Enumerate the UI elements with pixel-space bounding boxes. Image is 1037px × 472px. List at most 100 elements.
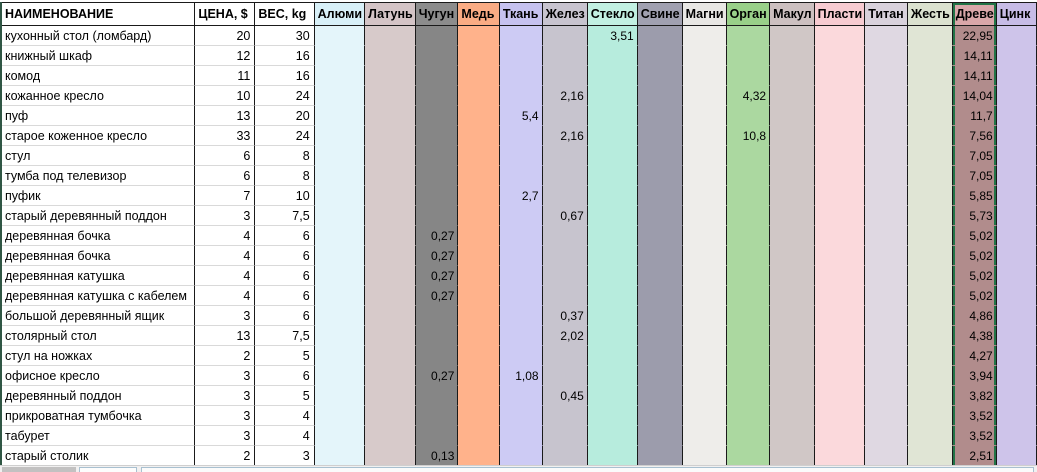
cell-name[interactable]: пуф — [2, 106, 196, 126]
cell-tkan[interactable] — [499, 126, 543, 146]
cell-tkan[interactable] — [499, 146, 543, 166]
cell-zhest[interactable] — [907, 86, 953, 106]
column-header-plasti[interactable]: Пласти — [814, 2, 866, 26]
cell-titan[interactable] — [865, 266, 908, 286]
cell-weight[interactable]: 6 — [255, 286, 315, 306]
cell-price[interactable]: 2 — [195, 346, 256, 366]
cell-svinec[interactable] — [637, 246, 683, 266]
cell-zhelez[interactable] — [542, 446, 588, 466]
cell-tkan[interactable] — [499, 386, 543, 406]
cell-weight[interactable]: 7,5 — [255, 206, 315, 226]
cell-dreve[interactable]: 14,11 — [952, 66, 997, 86]
cell-plasti[interactable] — [814, 106, 866, 126]
cell-titan[interactable] — [865, 306, 908, 326]
cell-organ[interactable]: 4,32 — [726, 86, 771, 106]
cell-alum[interactable] — [314, 146, 366, 166]
cell-weight[interactable]: 6 — [255, 306, 315, 326]
cell-latun[interactable] — [365, 26, 416, 46]
column-header-zhelez[interactable]: Желез — [542, 2, 588, 26]
cell-svinec[interactable] — [637, 26, 683, 46]
cell-magni[interactable] — [682, 346, 727, 366]
cell-zhest[interactable] — [907, 66, 953, 86]
cell-dreve[interactable]: 2,51 — [952, 446, 997, 466]
cell-chugun[interactable] — [415, 386, 459, 406]
cell-steklo[interactable] — [587, 186, 638, 206]
cell-chugun[interactable] — [415, 46, 459, 66]
column-header-zhest[interactable]: Жесть — [907, 2, 953, 26]
cell-price[interactable]: 3 — [195, 306, 256, 326]
cell-alum[interactable] — [314, 326, 366, 346]
cell-dreve[interactable]: 3,82 — [952, 386, 997, 406]
cell-makul[interactable] — [770, 106, 815, 126]
cell-makul[interactable] — [770, 386, 815, 406]
cell-organ[interactable] — [726, 66, 771, 86]
horizontal-scrollbar-track[interactable] — [141, 467, 1034, 472]
column-header-med[interactable]: Медь — [458, 2, 500, 26]
cell-latun[interactable] — [365, 266, 416, 286]
cell-tkan[interactable] — [499, 246, 543, 266]
cell-cink[interactable] — [996, 406, 1037, 426]
cell-makul[interactable] — [770, 206, 815, 226]
cell-chugun[interactable] — [415, 106, 459, 126]
cell-zhelez[interactable] — [542, 346, 588, 366]
cell-price[interactable]: 20 — [195, 26, 256, 46]
cell-med[interactable] — [458, 366, 500, 386]
cell-latun[interactable] — [365, 86, 416, 106]
cell-makul[interactable] — [770, 26, 815, 46]
cell-tkan[interactable] — [499, 326, 543, 346]
cell-svinec[interactable] — [637, 166, 683, 186]
cell-tkan[interactable] — [499, 46, 543, 66]
cell-med[interactable] — [458, 46, 500, 66]
cell-alum[interactable] — [314, 126, 366, 146]
cell-alum[interactable] — [314, 186, 366, 206]
cell-dreve[interactable]: 14,04 — [952, 86, 997, 106]
cell-steklo[interactable] — [587, 266, 638, 286]
cell-dreve[interactable]: 5,73 — [952, 206, 997, 226]
cell-zhest[interactable] — [907, 266, 953, 286]
cell-steklo[interactable] — [587, 366, 638, 386]
cell-magni[interactable] — [682, 326, 727, 346]
cell-cink[interactable] — [996, 26, 1037, 46]
cell-zhelez[interactable] — [542, 366, 588, 386]
cell-weight[interactable]: 6 — [255, 366, 315, 386]
cell-latun[interactable] — [365, 286, 416, 306]
cell-name[interactable]: большой деревянный ящик — [2, 306, 196, 326]
cell-alum[interactable] — [314, 446, 366, 466]
cell-alum[interactable] — [314, 346, 366, 366]
cell-svinec[interactable] — [637, 46, 683, 66]
cell-latun[interactable] — [365, 446, 416, 466]
cell-magni[interactable] — [682, 446, 727, 466]
cell-weight[interactable]: 24 — [255, 126, 315, 146]
cell-dreve[interactable]: 5,85 — [952, 186, 997, 206]
column-header-makul[interactable]: Макул — [770, 2, 815, 26]
cell-price[interactable]: 11 — [195, 66, 256, 86]
cell-zhelez[interactable]: 0,67 — [542, 206, 588, 226]
cell-latun[interactable] — [365, 146, 416, 166]
cell-makul[interactable] — [770, 86, 815, 106]
cell-weight[interactable]: 16 — [255, 66, 315, 86]
cell-titan[interactable] — [865, 106, 908, 126]
cell-plasti[interactable] — [814, 286, 866, 306]
cell-name[interactable]: стул на ножках — [2, 346, 196, 366]
cell-med[interactable] — [458, 186, 500, 206]
cell-svinec[interactable] — [637, 306, 683, 326]
cell-name[interactable]: табурет — [2, 426, 196, 446]
cell-cink[interactable] — [996, 206, 1037, 226]
cell-weight[interactable]: 10 — [255, 186, 315, 206]
cell-dreve[interactable]: 7,05 — [952, 146, 997, 166]
cell-alum[interactable] — [314, 286, 366, 306]
cell-svinec[interactable] — [637, 86, 683, 106]
cell-tkan[interactable] — [499, 26, 543, 46]
cell-name[interactable]: тумба под телевизор — [2, 166, 196, 186]
cell-magni[interactable] — [682, 286, 727, 306]
cell-tkan[interactable]: 1,08 — [499, 366, 543, 386]
cell-steklo[interactable]: 3,51 — [587, 26, 638, 46]
cell-titan[interactable] — [865, 126, 908, 146]
cell-zhelez[interactable] — [542, 186, 588, 206]
cell-weight[interactable]: 30 — [255, 26, 315, 46]
cell-price[interactable]: 3 — [195, 426, 256, 446]
cell-plasti[interactable] — [814, 66, 866, 86]
cell-svinec[interactable] — [637, 226, 683, 246]
cell-steklo[interactable] — [587, 206, 638, 226]
column-header-magni[interactable]: Магни — [682, 2, 727, 26]
